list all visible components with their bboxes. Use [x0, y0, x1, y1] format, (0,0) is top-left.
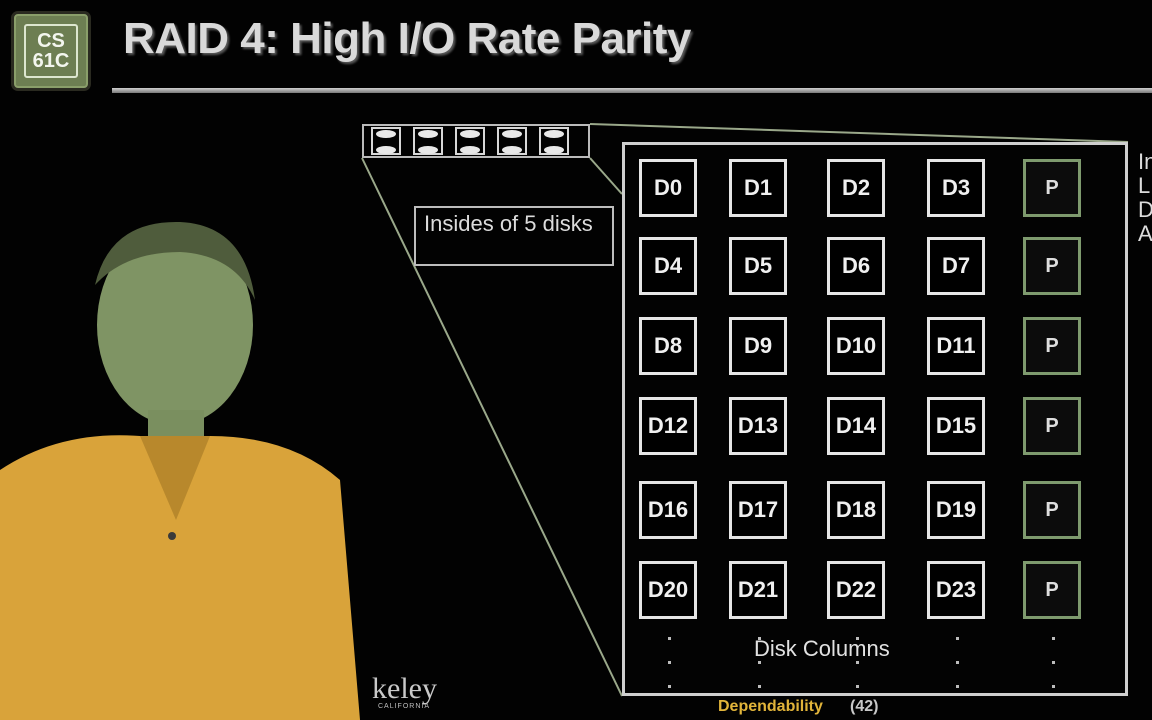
five-disk-array [362, 124, 590, 158]
parity-block: P [1023, 237, 1081, 295]
data-block: D2 [827, 159, 885, 217]
continuation-dot [1052, 685, 1055, 688]
continuation-dot [956, 661, 959, 664]
slide-title: RAID 4: High I/O Rate Parity [123, 14, 691, 63]
raid4-block-grid: D0 D1 D2 D3 P D4 D5 D6 D7 P D8 D9 D10 D11 P D12 D13 D14 D1… [622, 142, 1128, 696]
data-block: D15 [927, 397, 985, 455]
data-block: D0 [639, 159, 697, 217]
data-block: D9 [729, 317, 787, 375]
data-block: D7 [927, 237, 985, 295]
disk-columns-label: Disk Columns [754, 636, 890, 661]
data-block: D18 [827, 481, 885, 539]
side-text-line: L [1138, 173, 1151, 198]
continuation-dot [758, 637, 761, 640]
side-text-line: In [1138, 149, 1152, 174]
continuation-dot [668, 661, 671, 664]
continuation-dot [1052, 661, 1055, 664]
footer-page-number: (42) [850, 698, 879, 715]
continuation-dot [758, 661, 761, 664]
data-block: D14 [827, 397, 885, 455]
side-text-line: D [1138, 197, 1152, 222]
data-block: D17 [729, 481, 787, 539]
continuation-dot [956, 637, 959, 640]
parity-block: P [1023, 481, 1081, 539]
data-block: D1 [729, 159, 787, 217]
logo-line-2: 61C [32, 50, 70, 72]
continuation-dot [668, 637, 671, 640]
cropped-side-text: In L D A [1138, 150, 1152, 246]
data-block: D3 [927, 159, 985, 217]
parity-block: P [1023, 317, 1081, 375]
data-block: D12 [639, 397, 697, 455]
university-subtitle: CALIFORNIA [378, 703, 431, 710]
continuation-dot [856, 685, 859, 688]
footer-section-name: Dependability [718, 698, 823, 715]
side-text-line: A [1138, 221, 1152, 246]
course-logo: CS 61C [14, 14, 88, 88]
data-block: D22 [827, 561, 885, 619]
chip-icon: CS 61C [24, 24, 78, 78]
data-block: D19 [927, 481, 985, 539]
disk-callout: Insides of 5 disks [414, 206, 614, 266]
data-block: D4 [639, 237, 697, 295]
data-block: D6 [827, 237, 885, 295]
data-block: D11 [927, 317, 985, 375]
disk-cylinders-icon [371, 127, 569, 155]
continuation-dot [956, 685, 959, 688]
data-block: D13 [729, 397, 787, 455]
parity-block: P [1023, 397, 1081, 455]
continuation-dot [668, 685, 671, 688]
title-underline [112, 88, 1152, 93]
data-block: D8 [639, 317, 697, 375]
data-block: D10 [827, 317, 885, 375]
parity-block: P [1023, 561, 1081, 619]
continuation-dot [856, 637, 859, 640]
data-block: D20 [639, 561, 697, 619]
continuation-dot [1052, 637, 1055, 640]
data-block: D5 [729, 237, 787, 295]
data-block: D21 [729, 561, 787, 619]
logo-line-1: CS [37, 30, 65, 52]
continuation-dot [758, 685, 761, 688]
data-block: D23 [927, 561, 985, 619]
data-block: D16 [639, 481, 697, 539]
university-wordmark: keley [372, 672, 437, 705]
continuation-dot [856, 661, 859, 664]
parity-block: P [1023, 159, 1081, 217]
